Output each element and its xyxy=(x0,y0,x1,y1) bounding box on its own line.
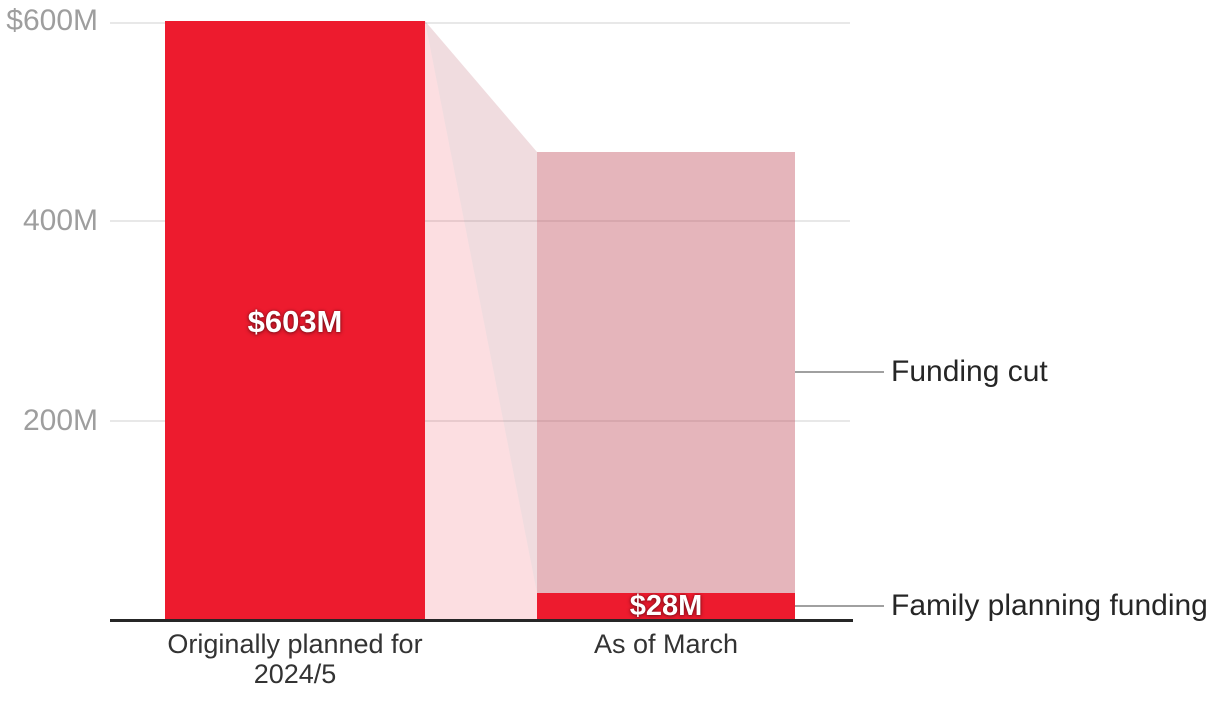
y-tick-400m: 400M xyxy=(22,204,98,237)
gridline-600m xyxy=(110,22,850,24)
bar-originally-planned: $603M xyxy=(165,21,425,620)
x-label-originally-planned-line1: Originally planned for xyxy=(167,629,423,659)
callout-label-family-planning: Family planning funding xyxy=(891,589,1208,622)
x-axis-line xyxy=(110,619,853,622)
bar-value-label-originally-planned: $603M xyxy=(247,304,343,339)
bar-as-of-march-family-planning-segment: $28M xyxy=(537,590,795,622)
gridline-200m xyxy=(110,420,850,422)
callout-line-funding-cut xyxy=(795,371,884,373)
callout-line-family-planning xyxy=(795,605,884,607)
callout-label-funding-cut: Funding cut xyxy=(891,355,1048,388)
x-label-originally-planned-line2: 2024/5 xyxy=(253,659,337,689)
x-label-as-of-march: As of March xyxy=(593,629,739,659)
gridline-400m xyxy=(110,220,850,222)
y-tick-600m: $600M xyxy=(6,4,98,37)
bar-as-of-march-funding-cut-segment xyxy=(537,152,795,593)
bar-value-label-as-of-march: $28M xyxy=(629,590,703,622)
y-tick-200m: 200M xyxy=(22,404,98,437)
x-label-originally-planned: Originally planned for 2024/5 xyxy=(165,629,425,689)
